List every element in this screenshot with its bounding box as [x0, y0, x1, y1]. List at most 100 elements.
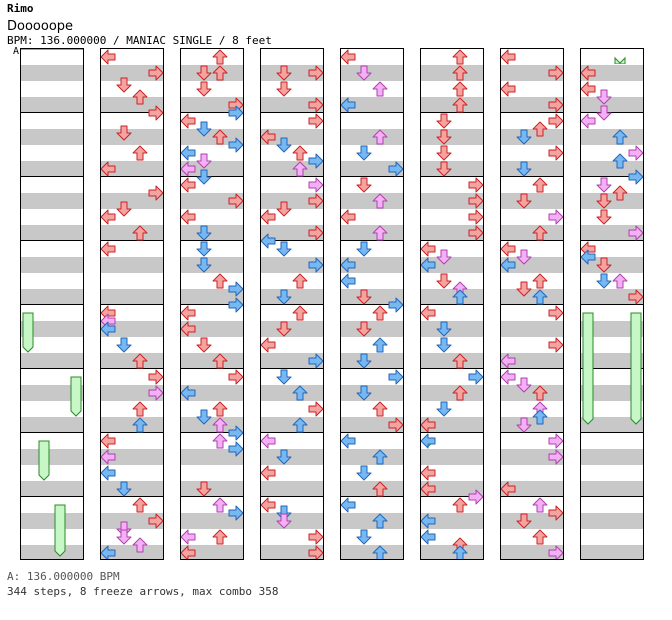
arrow-down-icon — [196, 65, 212, 81]
beat-stripe — [101, 225, 163, 241]
measure-line — [421, 496, 483, 497]
beat-stripe — [341, 449, 403, 465]
arrow-down-icon — [356, 289, 372, 305]
arrow-right-icon — [308, 225, 323, 241]
chart-column-2 — [100, 48, 164, 560]
measure-line — [181, 432, 243, 433]
arrow-up-icon — [372, 305, 388, 321]
arrow-left-icon — [501, 481, 516, 497]
arrow-up-icon — [452, 65, 468, 81]
arrow-up-icon — [452, 97, 468, 113]
arrow-right-icon — [628, 225, 643, 241]
arrow-left-icon — [341, 97, 356, 113]
arrow-right-icon — [548, 145, 563, 161]
arrow-right-icon — [308, 353, 323, 369]
arrow-down-icon — [356, 529, 372, 545]
beat-stripe — [581, 257, 643, 273]
arrow-right-icon — [548, 97, 563, 113]
arrow-down-icon — [276, 321, 292, 337]
beat-stripe — [21, 385, 83, 401]
measure-line — [101, 432, 163, 433]
arrow-right-icon — [148, 513, 163, 529]
beat-stripe — [421, 129, 483, 145]
beat-stripe — [581, 65, 643, 81]
arrow-right-icon — [548, 433, 563, 449]
arrow-down-icon — [436, 113, 452, 129]
beat-stripe — [101, 161, 163, 177]
arrow-up-icon — [532, 225, 548, 241]
arrow-down-icon — [196, 169, 212, 185]
beat-stripe — [501, 353, 563, 369]
arrow-up-icon — [532, 177, 548, 193]
song-title: Dooooope — [7, 19, 74, 34]
beat-stripe — [101, 481, 163, 497]
beat-stripe — [581, 289, 643, 305]
chart-column-1 — [20, 48, 84, 560]
beat-stripe — [421, 97, 483, 113]
beat-stripe — [341, 353, 403, 369]
measure-line — [581, 432, 643, 433]
arrow-down-icon — [516, 249, 532, 265]
measure-line — [581, 496, 643, 497]
arrow-left-icon — [261, 337, 276, 353]
arrow-up-icon — [612, 273, 628, 289]
arrow-left-icon — [501, 257, 516, 273]
arrow-down-icon — [516, 513, 532, 529]
arrow-right-icon — [308, 65, 323, 81]
beat-stripe — [581, 321, 643, 337]
arrow-right-icon — [228, 193, 243, 209]
beat-stripe — [181, 161, 243, 177]
beat-stripe — [101, 385, 163, 401]
freeze-arrow-right — [628, 305, 643, 425]
beat-stripe — [101, 417, 163, 433]
beat-stripe — [261, 289, 323, 305]
chart-column-6 — [420, 48, 484, 560]
arrow-left-icon — [101, 433, 116, 449]
arrow-up-icon — [292, 417, 308, 433]
arrow-down-icon — [276, 289, 292, 305]
arrow-left-icon — [341, 257, 356, 273]
beat-stripe — [501, 481, 563, 497]
arrow-up-icon — [132, 89, 148, 105]
arrow-down-icon — [436, 145, 452, 161]
beat-stripe — [261, 353, 323, 369]
arrow-up-icon — [452, 353, 468, 369]
arrow-up-icon — [212, 65, 228, 81]
arrow-up-icon — [212, 497, 228, 513]
arrow-right-icon — [228, 281, 243, 297]
beat-stripe — [21, 481, 83, 497]
arrow-left-icon — [181, 161, 196, 177]
beat-stripe — [101, 513, 163, 529]
arrow-down-icon — [116, 201, 132, 217]
measure-line — [21, 112, 83, 113]
beat-stripe — [261, 97, 323, 113]
arrow-left-icon — [181, 545, 196, 559]
arrow-down-icon — [356, 385, 372, 401]
arrow-up-icon — [372, 449, 388, 465]
arrow-up-icon — [132, 225, 148, 241]
arrow-left-icon — [581, 249, 596, 265]
measure-line — [261, 112, 323, 113]
beat-stripe — [261, 513, 323, 529]
beat-stripe — [21, 129, 83, 145]
arrow-left-icon — [181, 113, 196, 129]
beat-stripe — [181, 545, 243, 559]
arrow-up-icon — [532, 289, 548, 305]
beat-stripe — [421, 161, 483, 177]
arrow-up-icon — [372, 225, 388, 241]
beat-stripe — [261, 417, 323, 433]
beat-stripe — [581, 97, 643, 113]
arrow-down-icon — [196, 409, 212, 425]
beat-stripe — [341, 513, 403, 529]
arrow-left-icon — [421, 305, 436, 321]
beat-stripe — [21, 257, 83, 273]
measure-line — [21, 176, 83, 177]
arrow-down-icon — [596, 273, 612, 289]
arrow-left-icon — [181, 385, 196, 401]
arrow-up-icon — [212, 49, 228, 65]
arrow-right-icon — [308, 97, 323, 113]
chart-column-8 — [580, 48, 644, 560]
beat-stripe — [421, 481, 483, 497]
measure-line — [181, 176, 243, 177]
arrow-right-icon — [548, 505, 563, 521]
